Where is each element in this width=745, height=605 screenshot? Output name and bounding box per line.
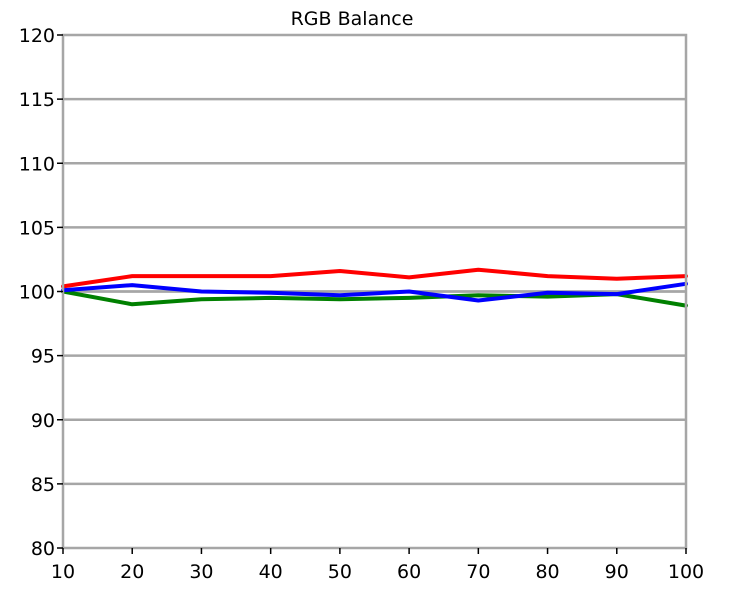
x-tick-label-50: 50 [328, 561, 352, 583]
y-tick-label-80: 80 [31, 538, 55, 560]
y-tick-label-115: 115 [19, 89, 55, 111]
x-tick-label-10: 10 [51, 561, 75, 583]
ticks-layer: 80 85 90 95 100 105 110 115 120 10 20 30 40 50 60 70 80 9… [19, 25, 704, 583]
y-tick-label-95: 95 [31, 346, 55, 368]
x-tick-label-80: 80 [535, 561, 559, 583]
x-tick-label-100: 100 [668, 561, 704, 583]
y-tick-label-100: 100 [19, 282, 55, 304]
y-tick-label-90: 90 [31, 410, 55, 432]
x-tick-label-20: 20 [120, 561, 144, 583]
y-tick-label-85: 85 [31, 474, 55, 496]
chart-title: RGB Balance [291, 8, 414, 30]
y-tick-label-120: 120 [19, 25, 55, 47]
x-tick-label-60: 60 [397, 561, 421, 583]
series-layer [61, 267, 688, 308]
series-line-0 [61, 267, 688, 289]
y-tick-label-110: 110 [19, 153, 55, 175]
x-tick-label-30: 30 [189, 561, 213, 583]
x-tick-label-70: 70 [466, 561, 490, 583]
x-tick-label-40: 40 [259, 561, 283, 583]
series-line-2 [61, 281, 688, 303]
y-tick-label-105: 105 [19, 217, 55, 239]
x-tick-label-90: 90 [605, 561, 629, 583]
